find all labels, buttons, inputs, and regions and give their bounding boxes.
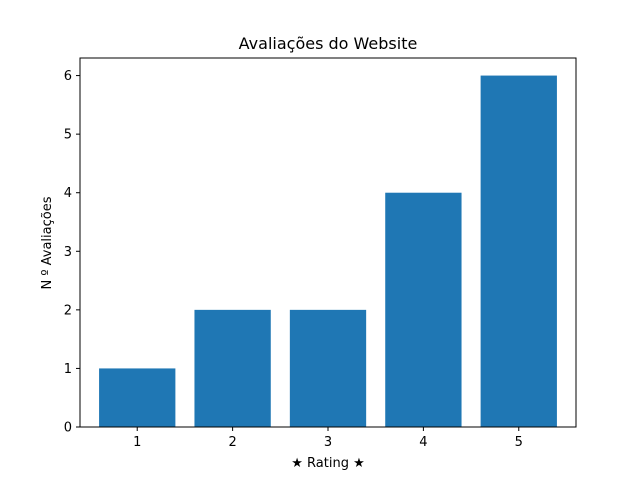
chart-title: Avaliações do Website <box>239 34 418 53</box>
bar-5 <box>480 75 557 428</box>
x-axis: 1 2 3 4 5 <box>133 427 523 450</box>
y-tick-label: 6 <box>64 69 72 84</box>
x-tick-label: 2 <box>228 435 236 450</box>
y-tick-label: 4 <box>64 186 72 201</box>
y-tick-label: 2 <box>64 303 72 318</box>
bar-2 <box>194 309 271 427</box>
x-axis-label: ★ Rating ★ <box>291 456 365 471</box>
bars-group <box>99 75 557 428</box>
bar-3 <box>289 309 367 427</box>
y-axis-label: N º Avaliações <box>40 196 55 289</box>
x-tick-label: 3 <box>324 435 332 450</box>
plot-area-border <box>79 57 577 428</box>
bar-4 <box>385 192 462 427</box>
y-tick-label: 5 <box>64 128 72 143</box>
y-tick-label: 3 <box>64 245 72 260</box>
y-tick-label: 0 <box>64 421 72 436</box>
y-axis: 0 1 2 3 4 5 6 <box>64 69 80 436</box>
y-tick-label: 1 <box>64 362 72 377</box>
x-tick-label: 1 <box>133 435 141 450</box>
x-tick-label: 5 <box>515 435 523 450</box>
axes-frame <box>79 57 577 428</box>
bar-1 <box>99 368 176 427</box>
x-tick-label: 4 <box>419 435 427 450</box>
